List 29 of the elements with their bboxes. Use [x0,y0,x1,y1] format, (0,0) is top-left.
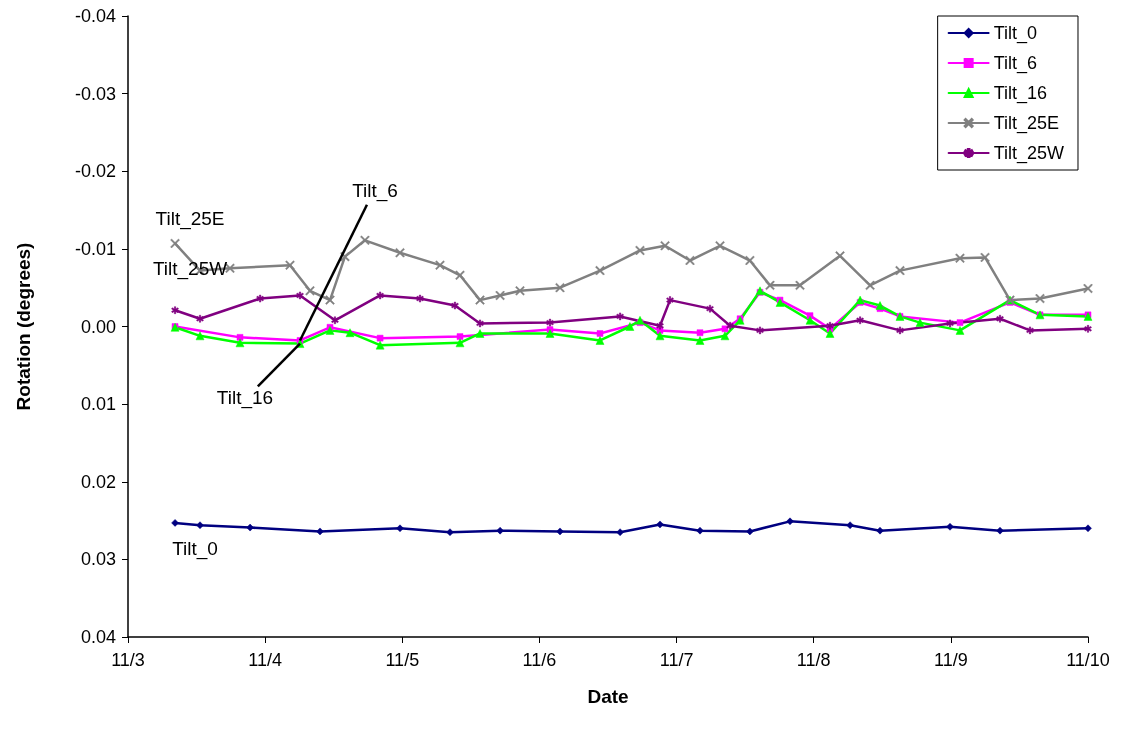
annotation: Tilt_6 [352,179,398,202]
legend-label: Tilt_25E [993,113,1060,134]
y-tick-label: 0.02 [80,471,116,492]
annotation: Tilt_25E [155,207,225,230]
x-tick-label: 11/7 [659,650,694,670]
legend-label: Tilt_6 [993,53,1038,74]
x-axis-title: Date [587,686,629,707]
annotation: Tilt_0 [172,538,218,561]
y-tick-label: -0.03 [74,83,116,104]
x-tick-label: 11/3 [111,650,145,670]
annotation: Tilt_16 [216,387,274,410]
y-tick-label: 0.04 [80,627,116,647]
legend-label: Tilt_0 [993,23,1038,44]
legend-label: Tilt_25W [993,143,1065,164]
y-tick-label: 0.03 [80,549,116,570]
x-tick-label: 11/9 [934,650,968,670]
y-tick-label: -0.04 [74,6,116,26]
y-tick-label: -0.02 [74,161,116,182]
x-tick-label: 11/4 [248,650,282,670]
annotation: Tilt_25W [152,257,228,280]
y-tick-label: 0.01 [80,394,116,415]
y-tick-label: -0.01 [74,238,116,259]
y-tick-label: 0.00 [80,316,116,337]
x-tick-label: 11/6 [522,650,557,670]
x-tick-label: 11/8 [796,650,831,670]
x-tick-label: 11/10 [1066,650,1110,670]
x-tick-label: 11/5 [385,650,420,670]
y-axis-title: Rotation (degrees) [13,242,34,411]
legend-label: Tilt_16 [993,83,1048,104]
